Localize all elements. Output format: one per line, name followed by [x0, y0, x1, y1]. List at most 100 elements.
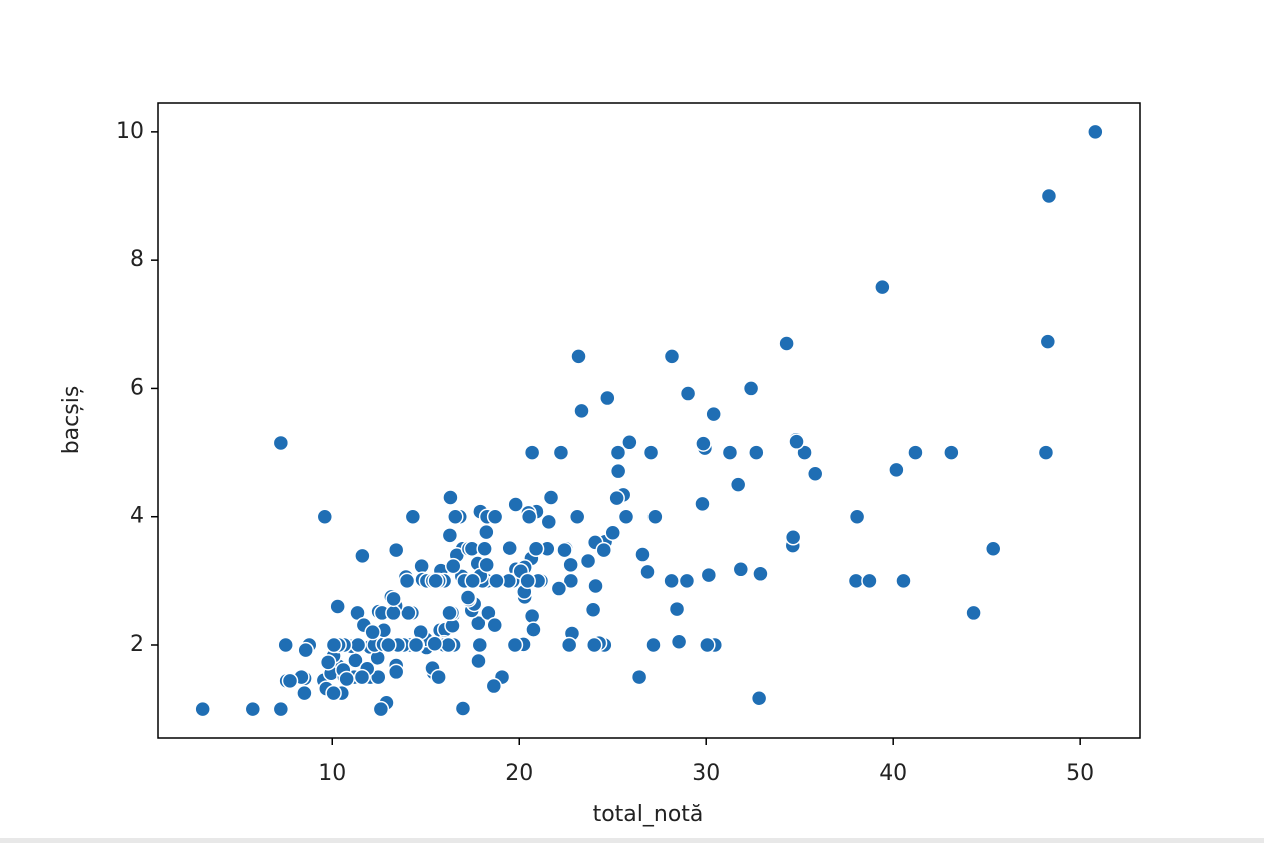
point [705, 405, 722, 423]
point [796, 444, 813, 461]
point [444, 557, 462, 575]
point [272, 700, 290, 718]
point [441, 604, 458, 622]
point [372, 700, 390, 718]
point [748, 444, 765, 461]
point [385, 604, 402, 622]
point [476, 540, 493, 558]
point [459, 589, 477, 606]
point [732, 561, 750, 578]
point [387, 541, 405, 559]
point [464, 572, 481, 590]
point [634, 546, 651, 563]
point [750, 689, 768, 707]
point [848, 508, 866, 525]
point [353, 668, 371, 686]
point [297, 641, 314, 659]
point [639, 563, 656, 581]
point [506, 636, 524, 654]
point [695, 435, 712, 452]
point [721, 444, 739, 461]
x-axis-label: total_notă [593, 802, 704, 827]
point [413, 557, 430, 575]
point [595, 541, 613, 559]
point [579, 552, 597, 570]
point [277, 636, 294, 654]
point [1087, 123, 1104, 141]
point [407, 636, 425, 654]
point [281, 672, 299, 690]
point [440, 636, 457, 654]
y-tick-label: 4 [130, 504, 144, 529]
point [485, 677, 503, 695]
point [527, 540, 545, 558]
point [861, 572, 878, 590]
point [573, 402, 590, 420]
point [364, 623, 381, 641]
point [984, 540, 1002, 558]
point [663, 348, 681, 365]
point [663, 572, 680, 590]
point [194, 700, 211, 718]
point [552, 444, 570, 461]
point [244, 700, 262, 718]
point [354, 547, 371, 565]
point [642, 444, 660, 461]
point [329, 598, 346, 615]
point [888, 461, 905, 479]
y-axis-label: bacșiș [59, 386, 84, 455]
y-tick-label: 6 [130, 375, 144, 400]
point [349, 636, 367, 654]
point [630, 668, 648, 686]
point [1039, 333, 1057, 350]
point [965, 604, 982, 622]
point [442, 489, 459, 506]
point [296, 684, 313, 702]
point [679, 385, 697, 402]
point [874, 278, 891, 296]
point [907, 444, 924, 461]
point [645, 636, 662, 654]
point [943, 444, 960, 461]
point [447, 508, 464, 525]
point [599, 389, 616, 407]
point [454, 700, 472, 717]
bottom-strip [0, 838, 1264, 843]
point [370, 668, 387, 686]
point [430, 668, 447, 686]
point [478, 523, 495, 541]
point [585, 636, 603, 654]
point [486, 508, 504, 525]
point [550, 580, 568, 597]
point [778, 335, 795, 352]
point [668, 600, 686, 618]
y-tick-label: 8 [130, 247, 144, 272]
point [338, 670, 355, 688]
point [542, 489, 560, 506]
point [471, 636, 489, 654]
x-tick-label: 40 [879, 761, 907, 786]
point [1037, 444, 1055, 461]
point [608, 489, 625, 507]
point [678, 572, 696, 590]
point [752, 565, 769, 583]
point [788, 433, 805, 450]
point [325, 684, 342, 702]
y-tick-label: 2 [130, 632, 144, 657]
point [609, 462, 627, 480]
point [319, 654, 337, 671]
point [398, 572, 416, 590]
x-tick-label: 50 [1066, 761, 1094, 786]
point [520, 508, 538, 525]
point [742, 380, 760, 397]
point [385, 590, 402, 608]
point [729, 476, 747, 493]
point [806, 465, 824, 482]
point [441, 527, 459, 544]
point [523, 607, 541, 625]
point [609, 444, 627, 461]
point [694, 495, 711, 513]
point [699, 636, 716, 654]
point [568, 508, 586, 525]
